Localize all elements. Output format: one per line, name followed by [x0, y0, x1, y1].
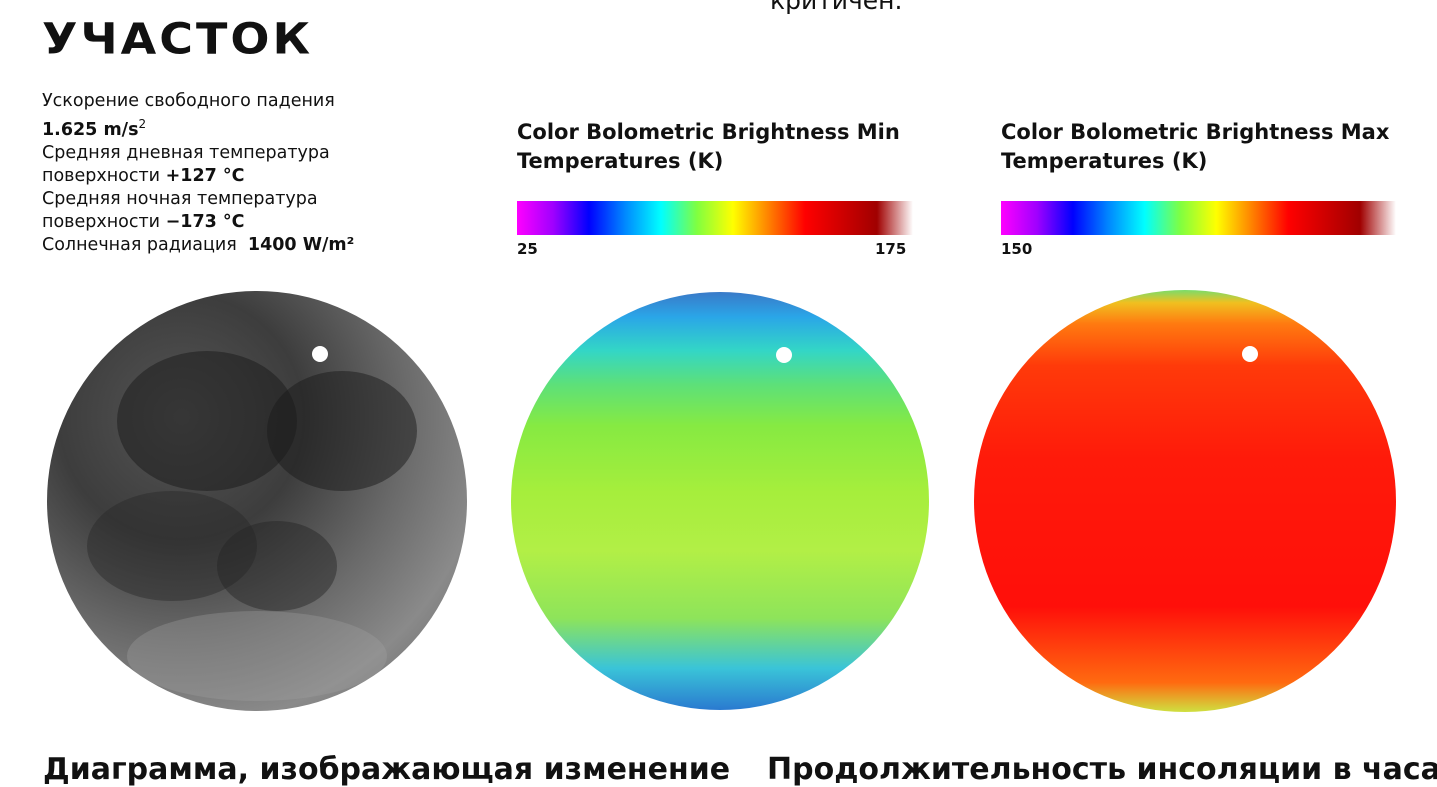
gravity-sup: 2 [138, 117, 147, 131]
min-panel-title-line-1: Color Bolometric Brightness Min [517, 120, 900, 144]
diagram-heading: Диаграмма, изображающая изменение [43, 752, 731, 787]
solar-label: Солнечная радиация [42, 234, 237, 255]
landing-site-marker-min [776, 347, 792, 363]
min-panel-title: Color Bolometric Brightness Min Temperat… [517, 118, 900, 176]
site-stats: Ускорение свободного падения 1.625 m/s2 … [42, 90, 462, 257]
insolation-heading: Продолжительность инсоляции в часах в [767, 752, 1437, 787]
night-temp-label: Средняя ночная температура [42, 188, 318, 209]
gravity-value-line: 1.625 m/s2 [42, 113, 462, 142]
night-temp-line: поверхности −173 °C [42, 211, 462, 234]
max-panel-title-line-1: Color Bolometric Brightness Max [1001, 120, 1390, 144]
day-temp-value: +127 °C [165, 165, 245, 186]
day-temp-line: поверхности +127 °C [42, 165, 462, 188]
solar-line: Солнечная радиация 1400 W/m² [42, 234, 462, 257]
min-panel-title-line-2: Temperatures (K) [517, 149, 724, 173]
min-scale-low-label: 25 [517, 240, 538, 258]
min-color-scale [517, 201, 913, 235]
gravity-label: Ускорение свободного падения [42, 91, 335, 111]
min-temperature-globe [511, 292, 929, 710]
max-panel-title-line-2: Temperatures (K) [1001, 149, 1208, 173]
max-temperature-globe [974, 290, 1396, 712]
moon-photo-globe [47, 291, 467, 711]
day-temp-label: Средняя дневная температура [42, 142, 330, 163]
max-panel-title: Color Bolometric Brightness Max Temperat… [1001, 118, 1389, 176]
max-color-scale [1001, 201, 1396, 235]
page-top-fragment: критичен. [770, 0, 903, 15]
solar-value: 1400 W/m² [247, 234, 355, 255]
min-scale-high-label: 175 [875, 240, 907, 258]
max-scale-low-label: 150 [1001, 240, 1033, 258]
landing-site-marker-max [1242, 346, 1258, 362]
day-temp-label-2: поверхности [42, 165, 161, 186]
landing-site-marker [312, 346, 328, 362]
gravity-value: 1.625 m/s [42, 119, 139, 140]
section-title: УЧАСТОК [42, 14, 314, 64]
night-temp-label-2: поверхности [42, 211, 161, 232]
night-temp-value: −173 °C [165, 211, 245, 232]
